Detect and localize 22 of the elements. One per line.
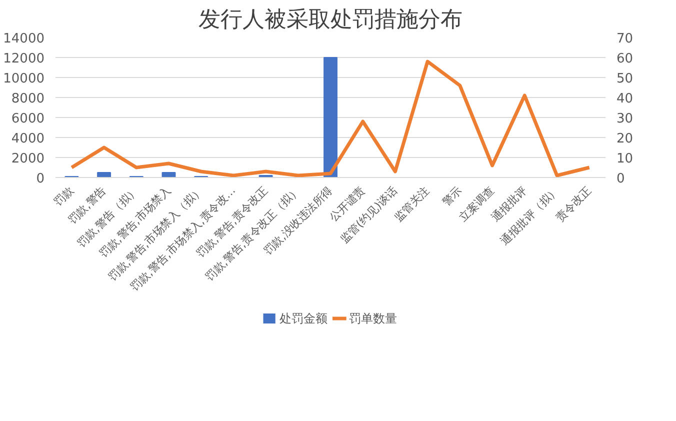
y-tick-label: 14000 [3,32,45,46]
x-tick-label: 责令改正 [554,184,594,224]
y2-tick-label: 60 [616,52,634,66]
x-tick-label: 警示 [440,184,465,209]
y-tick-label: 6000 [11,112,45,126]
legend-label: 处罚金额 [280,312,328,326]
y-tick-label: 10000 [3,72,45,86]
y-tick-label: 2000 [11,152,45,166]
y-tick-label: 0 [36,172,45,186]
y2-tick-label: 40 [616,92,634,106]
y2-tick-label: 10 [616,152,634,166]
legend-label: 罚单数量 [348,312,397,326]
x-tick-label: 罚款 [52,184,76,209]
y-tick-label: 12000 [3,52,45,66]
y-tick-label: 8000 [11,92,45,106]
y-tick-label: 4000 [11,132,45,146]
chart-title: 发行人被采取处罚措施分布 [198,8,462,32]
y2-tick-label: 70 [616,32,634,46]
y2-tick-label: 50 [616,72,634,86]
y2-tick-label: 0 [616,172,625,186]
y2-tick-label: 20 [616,132,634,146]
y2-tick-label: 30 [616,112,634,126]
